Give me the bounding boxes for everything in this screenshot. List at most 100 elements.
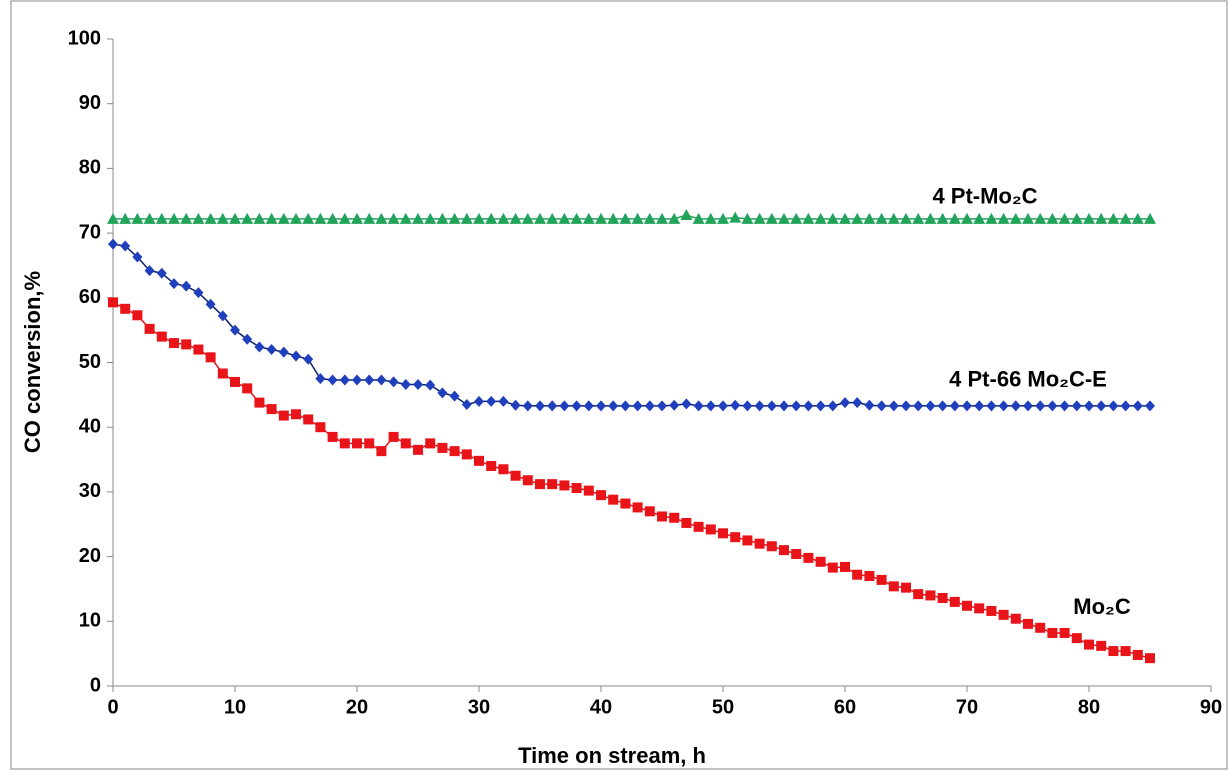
- marker: [1096, 640, 1107, 651]
- marker: [132, 310, 143, 321]
- marker: [522, 475, 533, 486]
- marker: [181, 280, 192, 292]
- marker: [486, 395, 497, 407]
- marker: [1046, 212, 1059, 224]
- marker: [1107, 212, 1120, 224]
- marker: [339, 374, 350, 386]
- x-tick-label: 70: [956, 696, 978, 718]
- marker: [742, 400, 753, 412]
- marker: [181, 339, 192, 350]
- marker: [388, 376, 399, 388]
- marker: [644, 506, 655, 517]
- marker: [596, 490, 606, 501]
- marker: [413, 378, 423, 390]
- marker: [290, 212, 302, 224]
- marker: [278, 410, 289, 421]
- x-axis-label: Time on stream, h: [518, 743, 706, 768]
- marker: [303, 414, 314, 425]
- marker: [741, 212, 754, 224]
- marker: [1132, 649, 1143, 660]
- marker: [143, 212, 156, 224]
- marker: [546, 212, 559, 224]
- marker: [973, 212, 986, 224]
- y-axis-label: CO conversion,%: [20, 271, 45, 453]
- marker: [547, 479, 558, 490]
- marker: [974, 603, 985, 614]
- marker: [644, 400, 655, 412]
- marker: [632, 400, 643, 412]
- marker: [266, 404, 277, 415]
- marker: [449, 390, 460, 402]
- marker: [327, 374, 338, 386]
- marker: [1022, 212, 1034, 224]
- marker: [230, 324, 240, 336]
- marker: [962, 400, 972, 412]
- marker: [974, 400, 985, 412]
- marker: [936, 212, 949, 224]
- marker: [1047, 400, 1058, 412]
- marker: [108, 297, 118, 308]
- marker: [436, 212, 449, 224]
- marker: [1035, 622, 1046, 633]
- marker: [1059, 627, 1070, 638]
- x-tick-label: 50: [712, 696, 734, 718]
- marker: [705, 524, 716, 535]
- y-tick-label: 100: [68, 27, 101, 49]
- marker: [1145, 653, 1155, 664]
- marker: [364, 374, 375, 386]
- marker: [169, 338, 179, 349]
- marker: [742, 535, 753, 546]
- marker: [107, 212, 119, 224]
- marker: [144, 323, 155, 334]
- marker: [558, 212, 571, 224]
- marker: [986, 400, 997, 412]
- marker: [791, 400, 802, 412]
- marker: [900, 212, 912, 224]
- x-tick-label: 40: [590, 696, 612, 718]
- marker: [1009, 212, 1022, 224]
- marker: [1047, 627, 1058, 638]
- marker: [668, 212, 681, 224]
- marker: [778, 212, 790, 224]
- marker: [424, 212, 437, 224]
- marker: [351, 212, 363, 224]
- marker: [242, 383, 253, 394]
- marker: [1144, 212, 1156, 224]
- marker: [583, 485, 594, 496]
- marker: [753, 212, 766, 224]
- y-tick-label: 50: [79, 351, 101, 373]
- marker: [901, 582, 911, 593]
- marker: [815, 400, 826, 412]
- marker: [437, 442, 448, 453]
- marker: [535, 479, 545, 490]
- marker: [449, 446, 460, 457]
- marker: [156, 267, 167, 279]
- marker: [291, 350, 301, 362]
- marker: [852, 397, 863, 409]
- marker: [887, 212, 900, 224]
- marker: [254, 341, 265, 353]
- marker: [205, 298, 216, 310]
- marker: [326, 212, 339, 224]
- marker: [192, 212, 205, 224]
- marker: [864, 399, 875, 411]
- marker: [131, 212, 144, 224]
- marker: [901, 400, 911, 412]
- marker: [620, 498, 631, 509]
- marker: [1059, 400, 1070, 412]
- marker: [1023, 618, 1033, 629]
- marker: [669, 512, 680, 523]
- marker: [132, 251, 143, 263]
- marker: [216, 212, 229, 224]
- marker: [217, 368, 228, 379]
- marker: [291, 409, 301, 420]
- marker: [461, 449, 472, 460]
- marker: [314, 212, 327, 224]
- marker: [364, 438, 375, 449]
- marker: [985, 212, 998, 224]
- marker: [400, 438, 411, 449]
- x-tick-label: 10: [224, 696, 246, 718]
- marker: [864, 571, 875, 582]
- marker: [851, 212, 864, 224]
